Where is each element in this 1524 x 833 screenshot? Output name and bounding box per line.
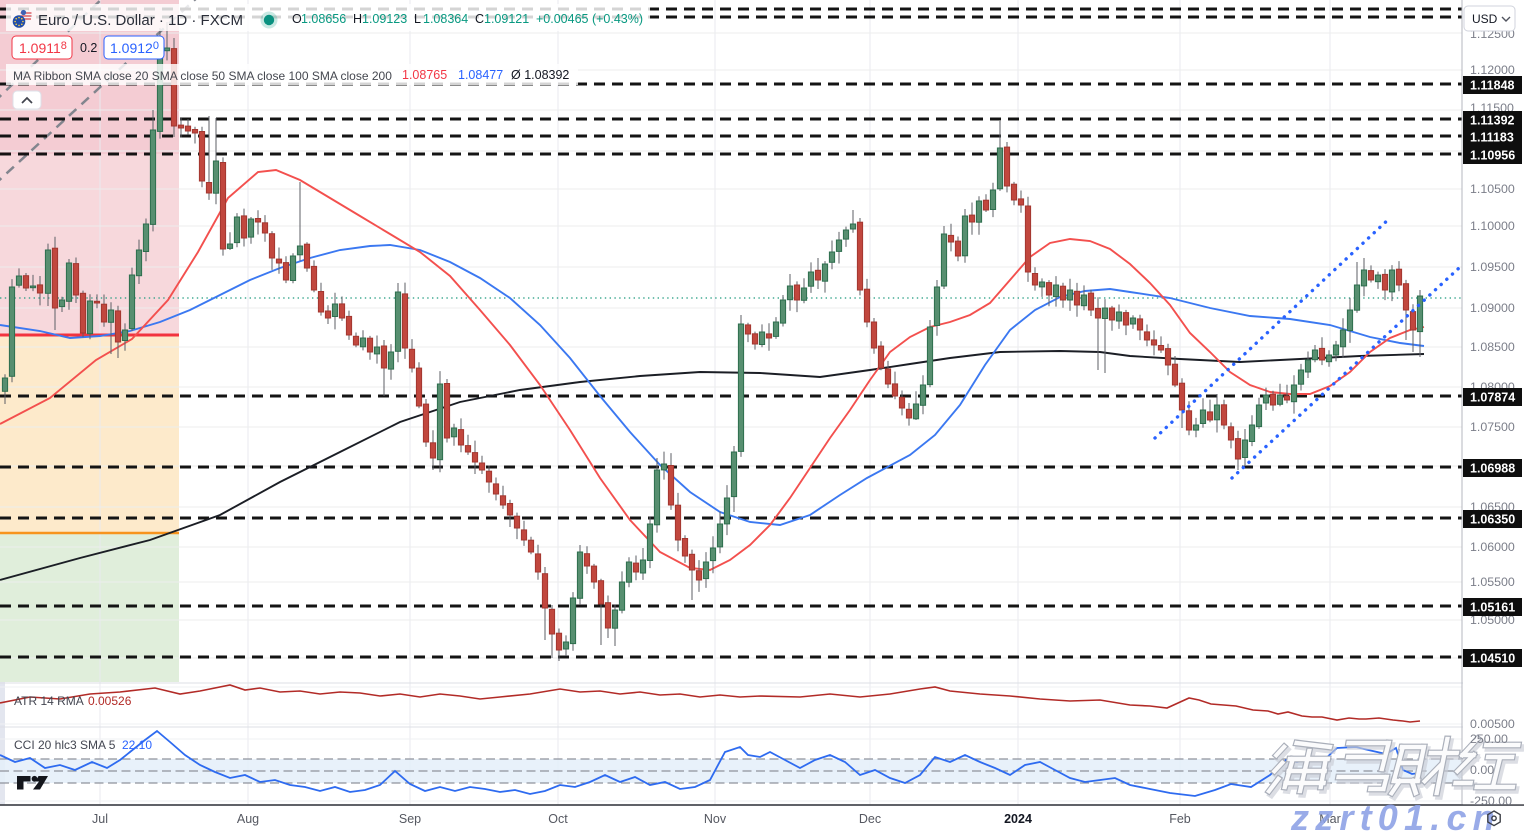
svg-text:1.08765: 1.08765 (402, 68, 447, 82)
svg-text:Mar: Mar (1319, 812, 1341, 826)
svg-text:1.08364: 1.08364 (423, 12, 468, 26)
svg-text:L: L (414, 12, 421, 26)
svg-text:ATR 14 RMA: ATR 14 RMA (14, 694, 84, 708)
svg-text:0.00500: 0.00500 (1470, 717, 1515, 731)
svg-text:1.05161: 1.05161 (1470, 601, 1515, 615)
svg-text:CCI 20 hlc3 SMA 5: CCI 20 hlc3 SMA 5 (14, 738, 116, 752)
svg-text:MA Ribbon SMA close 20 SMA clo: MA Ribbon SMA close 20 SMA close 50 SMA … (13, 69, 392, 83)
svg-text:1.11183: 1.11183 (1470, 131, 1514, 145)
svg-text:1.09120: 1.09120 (110, 40, 159, 56)
svg-text:1.09121: 1.09121 (484, 12, 529, 26)
svg-text:1.09118: 1.09118 (19, 40, 67, 56)
svg-text:0.00: 0.00 (1470, 763, 1494, 777)
svg-text:Oct: Oct (548, 812, 568, 826)
svg-text:+0.00465 (+0.43%): +0.00465 (+0.43%) (536, 12, 643, 26)
svg-text:1.10000: 1.10000 (1470, 219, 1515, 233)
svg-text:1.07874: 1.07874 (1470, 391, 1515, 405)
svg-text:1.08500: 1.08500 (1470, 340, 1515, 354)
svg-text:-250.00: -250.00 (1470, 794, 1512, 808)
svg-text:C: C (475, 12, 484, 26)
svg-text:1.11392: 1.11392 (1470, 114, 1515, 128)
svg-text:1.12000: 1.12000 (1470, 63, 1515, 77)
svg-text:zzrt01.cn: zzrt01.cn (1290, 797, 1501, 833)
svg-text:1.09123: 1.09123 (362, 12, 407, 26)
svg-text:1.06988: 1.06988 (1470, 462, 1515, 476)
svg-text:Jul: Jul (92, 812, 108, 826)
svg-text:Feb: Feb (1169, 812, 1191, 826)
svg-text:1.05500: 1.05500 (1470, 575, 1515, 589)
svg-text:0.00526: 0.00526 (88, 694, 132, 708)
svg-text:Sep: Sep (399, 812, 421, 826)
svg-text:1.07500: 1.07500 (1470, 420, 1515, 434)
svg-text:22.10: 22.10 (122, 738, 152, 752)
svg-text:H: H (353, 12, 362, 26)
svg-text:USD: USD (1472, 12, 1498, 26)
svg-text:Dec: Dec (859, 812, 881, 826)
svg-text:Euro / U.S. Dollar · 1D · FXCM: Euro / U.S. Dollar · 1D · FXCM (38, 12, 243, 29)
svg-text:Nov: Nov (704, 812, 727, 826)
svg-text:1.09000: 1.09000 (1470, 301, 1515, 315)
svg-text:1.08656: 1.08656 (301, 12, 346, 26)
svg-text:2024: 2024 (1004, 812, 1032, 826)
svg-text:1.08477: 1.08477 (458, 68, 503, 82)
svg-text:250.00: 250.00 (1470, 732, 1508, 746)
svg-text:1.10956: 1.10956 (1470, 149, 1515, 163)
svg-text:1.06350: 1.06350 (1470, 513, 1515, 527)
svg-text:1.11848: 1.11848 (1470, 79, 1515, 93)
svg-text:Ø 1.08392: Ø 1.08392 (511, 68, 569, 82)
svg-text:0.2: 0.2 (80, 41, 97, 55)
svg-text:1.05000: 1.05000 (1470, 613, 1515, 627)
svg-text:1.04510: 1.04510 (1470, 652, 1515, 666)
svg-text:O: O (292, 12, 302, 26)
svg-text:1.06000: 1.06000 (1470, 540, 1515, 554)
svg-text:Aug: Aug (237, 812, 259, 826)
svg-text:1.10500: 1.10500 (1470, 182, 1515, 196)
svg-text:1.09500: 1.09500 (1470, 260, 1515, 274)
